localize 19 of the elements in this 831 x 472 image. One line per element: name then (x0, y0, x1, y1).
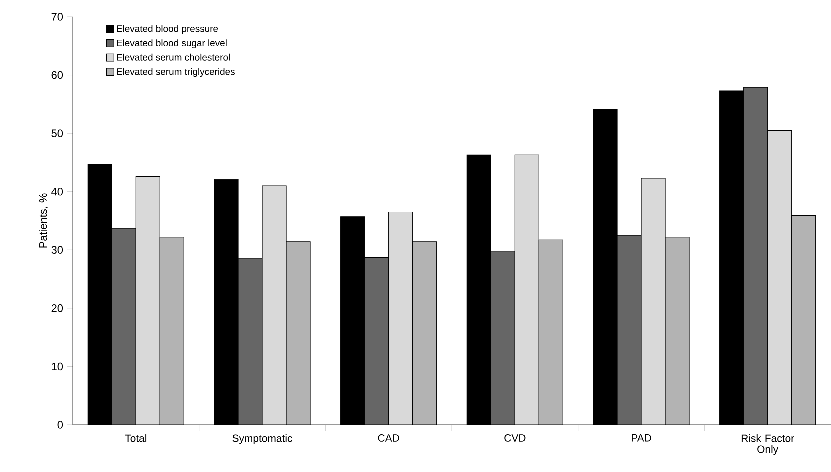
legend-label: Elevated blood sugar level (117, 40, 227, 48)
y-tick-label: 20 (52, 304, 64, 312)
y-tick-label: 10 (52, 362, 64, 371)
x-tick-label: Total (125, 434, 147, 442)
legend-label: Elevated serum cholesterol (117, 54, 230, 61)
x-tick-label: Risk Factor Only (742, 434, 794, 456)
y-tick-label: 40 (52, 188, 64, 196)
y-tick-label: 0 (58, 421, 64, 429)
x-tick-label: CVD (504, 434, 526, 442)
legend-label: Elevated serum triglycerides (117, 68, 235, 78)
y-tick-label: 30 (52, 246, 64, 254)
y-axis-title: Patients, % (39, 194, 48, 248)
legend-label: Elevated blood pressure (117, 25, 218, 34)
x-tick-label: CAD (378, 434, 400, 442)
x-tick-label: PAD (632, 434, 652, 442)
y-tick-label: 50 (52, 130, 64, 138)
x-tick-label: Symptomatic (232, 434, 292, 444)
y-tick-label: 60 (52, 71, 64, 80)
y-tick-label: 70 (52, 13, 64, 21)
